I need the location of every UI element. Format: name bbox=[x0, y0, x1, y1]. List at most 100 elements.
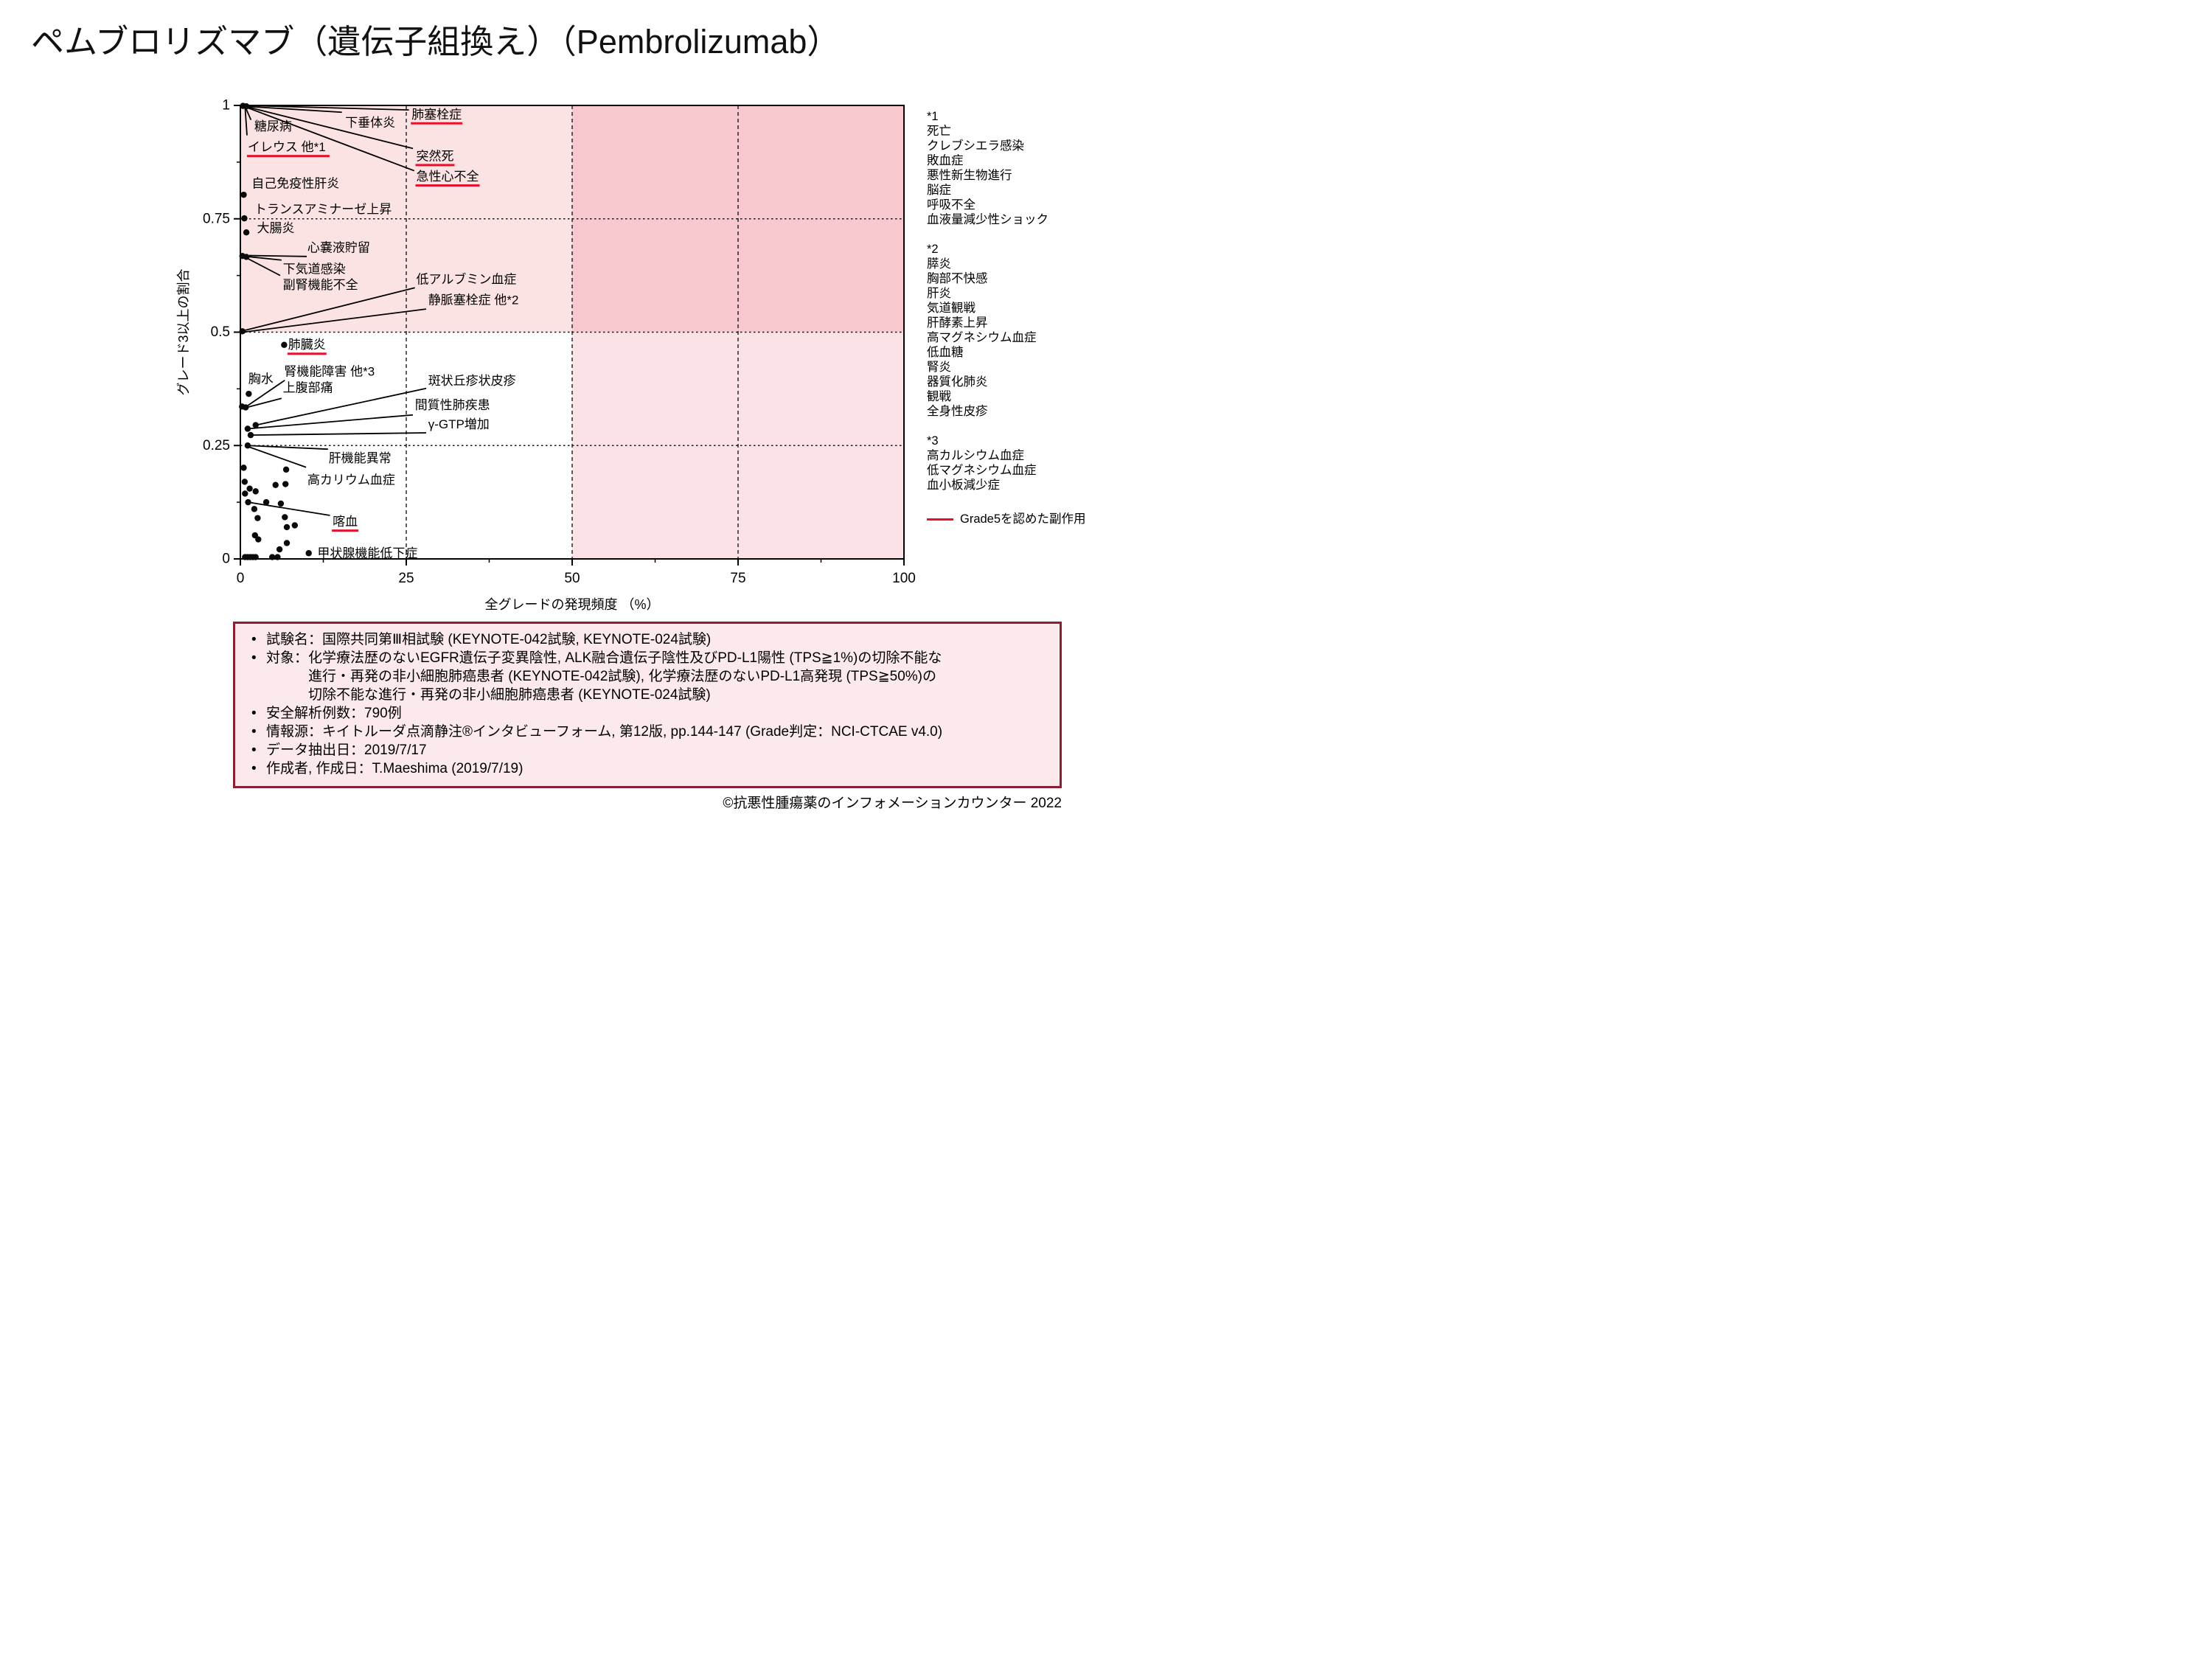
adverse-event-label: 胸水 bbox=[248, 372, 274, 386]
adverse-event-label: 突然死 bbox=[417, 149, 454, 163]
data-point bbox=[244, 425, 251, 432]
footnote-item: クレブシエラ感染 bbox=[927, 139, 1024, 153]
x-tick-label: 75 bbox=[730, 571, 745, 586]
footnote-item: 肝酵素上昇 bbox=[927, 316, 988, 330]
adverse-event-label: γ-GTP増加 bbox=[428, 417, 490, 431]
data-point bbox=[240, 191, 247, 198]
annotation-leader-line bbox=[255, 387, 427, 426]
data-point bbox=[239, 328, 246, 335]
adverse-event-label: 間質性肺疾患 bbox=[415, 398, 490, 412]
footnote-item: 高カルシウム血症 bbox=[927, 449, 1024, 462]
footnote-item: 低マグネシウム血症 bbox=[927, 464, 1037, 477]
annotation-leader-line bbox=[243, 287, 415, 332]
footnote-item: 器質化肺炎 bbox=[927, 375, 988, 389]
adverse-event-label: 喀血 bbox=[333, 515, 358, 529]
grade5-legend: Grade5を認めた副作用 bbox=[927, 512, 1100, 526]
annotation-leader-line bbox=[246, 255, 282, 261]
study-info-list: 試験名：国際共同第Ⅲ相試験 (KEYNOTE-042試験, KEYNOTE-02… bbox=[244, 630, 1048, 778]
adverse-event-label: 高カリウム血症 bbox=[307, 473, 395, 487]
adverse-event-label: 静脈塞栓症 他*2 bbox=[428, 293, 519, 307]
adverse-event-label: 急性心不全 bbox=[417, 170, 479, 184]
annotation-leader-line bbox=[246, 257, 281, 276]
annotation-leader-line bbox=[244, 106, 415, 172]
footnote-heading: *3 bbox=[927, 434, 939, 448]
x-tick-label: 25 bbox=[398, 571, 414, 586]
copyright-footer: ©抗悪性腫瘍薬のインフォメーションカウンター 2022 bbox=[723, 796, 1062, 811]
page-title: ペムブロリズマブ（遺伝子組換え）（Pembrolizumab） bbox=[31, 23, 841, 60]
annotation-leader-line bbox=[247, 445, 328, 451]
adverse-event-label: 自己免疫性肝炎 bbox=[251, 176, 339, 190]
footnote-item: 呼吸不全 bbox=[927, 198, 975, 212]
annotation-leader-line bbox=[247, 379, 285, 406]
adverse-event-label: 下気道感染 bbox=[283, 262, 346, 276]
data-point bbox=[240, 465, 247, 471]
data-point bbox=[305, 550, 312, 557]
y-tick-label: 0.5 bbox=[211, 324, 230, 340]
x-tick-label: 100 bbox=[892, 571, 916, 586]
y-tick-label: 0 bbox=[222, 552, 230, 567]
data-point bbox=[252, 554, 259, 560]
x-tick-label: 50 bbox=[564, 571, 580, 586]
adverse-event-label: 大腸炎 bbox=[257, 221, 295, 235]
adverse-event-label: 心嚢液貯留 bbox=[307, 241, 370, 255]
footnote-item: 高マグネシウム血症 bbox=[927, 331, 1037, 344]
adverse-event-label: 腎機能障害 他*3 bbox=[284, 365, 375, 379]
annotation-leader-line bbox=[248, 254, 307, 257]
adverse-event-label: 肝機能異常 bbox=[329, 451, 392, 465]
slide: ペムブロリズマブ（遺伝子組換え）（Pembrolizumab） 0 25 50 75 1… bbox=[0, 0, 1106, 830]
info-bullet: 情報源：キイトルーダ点滴静注®インタビューフォーム, 第12版, pp.144-… bbox=[244, 723, 1048, 741]
footnote-group: *2 膵炎 胸部不快感 肝炎 気道観戦 肝酵素上昇 高マグネシウム血症 低血糖 腎炎 器質化肺炎観… bbox=[927, 242, 1100, 419]
annotation-leader-line bbox=[243, 308, 427, 333]
adverse-event-label: 低アルブミン血症 bbox=[417, 272, 517, 287]
data-point bbox=[243, 229, 250, 236]
data-point bbox=[243, 404, 249, 411]
annotation-leader-line bbox=[244, 106, 248, 136]
footnote-item: 死亡 bbox=[927, 125, 951, 138]
footnote-item: 脳症 bbox=[927, 184, 951, 197]
grade5-legend-label: Grade5を認めた副作用 bbox=[960, 512, 1086, 526]
data-point bbox=[241, 215, 248, 222]
data-point bbox=[246, 390, 252, 397]
y-axis-title: グレード3以上の割合 bbox=[176, 268, 191, 395]
data-point bbox=[243, 254, 250, 260]
y-tick-label: 0.25 bbox=[203, 438, 230, 453]
adverse-event-label: 斑状丘疹状皮疹 bbox=[428, 374, 516, 388]
footnote-groups: *1 死亡 クレブシエラ感染 敗血症 悪性新生物進行 脳症 呼吸不全 血液量減少性ショック *2… bbox=[927, 109, 1100, 493]
adverse-event-label: 糖尿病 bbox=[254, 119, 292, 133]
adverse-event-label: 上腹部痛 bbox=[283, 381, 333, 395]
footnote-item: 気道観戦 bbox=[927, 302, 975, 315]
data-point bbox=[262, 498, 270, 506]
data-point bbox=[254, 515, 261, 521]
data-point bbox=[252, 488, 259, 495]
grade5-legend-line-icon bbox=[927, 518, 953, 521]
footnote-item: 膵炎 bbox=[927, 257, 951, 271]
footnote-item: 敗血症 bbox=[927, 154, 964, 167]
adverse-event-label: トランスアミナーゼ上昇 bbox=[254, 202, 392, 216]
data-point bbox=[245, 498, 251, 506]
annotation-leader-line bbox=[248, 397, 282, 408]
annotation-leader-line bbox=[245, 105, 342, 114]
adverse-event-label: 甲状腺機能低下症 bbox=[317, 546, 417, 560]
data-point bbox=[247, 431, 254, 439]
annotation-leader-line bbox=[245, 105, 409, 111]
annotation-leader-line bbox=[247, 445, 307, 468]
data-point bbox=[251, 506, 258, 512]
data-point bbox=[282, 481, 289, 487]
study-info-box: 試験名：国際共同第Ⅲ相試験 (KEYNOTE-042試験, KEYNOTE-02… bbox=[233, 622, 1062, 788]
y-tick-label: 1 bbox=[222, 98, 230, 114]
footnote-heading: *2 bbox=[927, 243, 939, 256]
data-point bbox=[272, 481, 279, 488]
data-point bbox=[269, 554, 276, 560]
data-point bbox=[283, 540, 291, 546]
footnote-item: 血小板減少症 bbox=[927, 479, 1000, 492]
footnote-item: 悪性新生物進行 bbox=[927, 169, 1012, 182]
data-point bbox=[277, 500, 285, 507]
annotation-leader-line bbox=[245, 105, 414, 150]
info-bullet: データ抽出日：2019/7/17 bbox=[244, 741, 1048, 759]
info-bullet: 対象：化学療法歴のないEGFR遺伝子変異陰性, ALK融合遺伝子陰性及びPD-L… bbox=[244, 649, 1048, 704]
footnote-item: 観戦 bbox=[927, 390, 951, 403]
data-point bbox=[281, 341, 288, 348]
data-point bbox=[243, 103, 250, 110]
data-point bbox=[283, 524, 291, 531]
